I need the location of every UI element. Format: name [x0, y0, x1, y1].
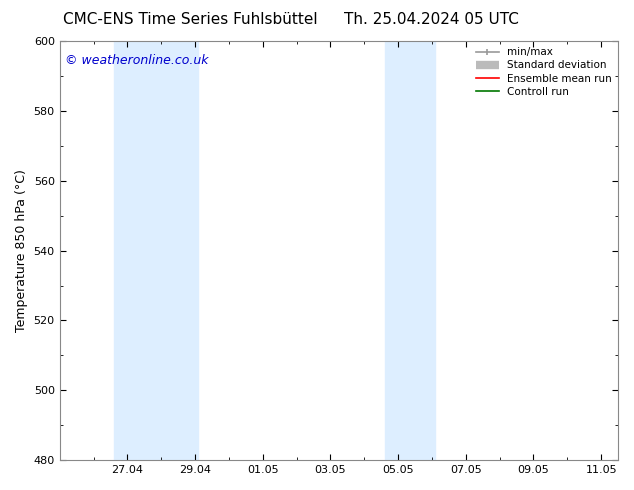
Bar	[114, 41, 198, 460]
Legend: min/max, Standard deviation, Ensemble mean run, Controll run: min/max, Standard deviation, Ensemble me…	[472, 43, 616, 101]
Bar	[385, 41, 436, 460]
Y-axis label: Temperature 850 hPa (°C): Temperature 850 hPa (°C)	[15, 169, 28, 332]
Text: Th. 25.04.2024 05 UTC: Th. 25.04.2024 05 UTC	[344, 12, 519, 27]
Text: CMC-ENS Time Series Fuhlsbüttel: CMC-ENS Time Series Fuhlsbüttel	[63, 12, 318, 27]
Text: © weatheronline.co.uk: © weatheronline.co.uk	[65, 53, 209, 67]
